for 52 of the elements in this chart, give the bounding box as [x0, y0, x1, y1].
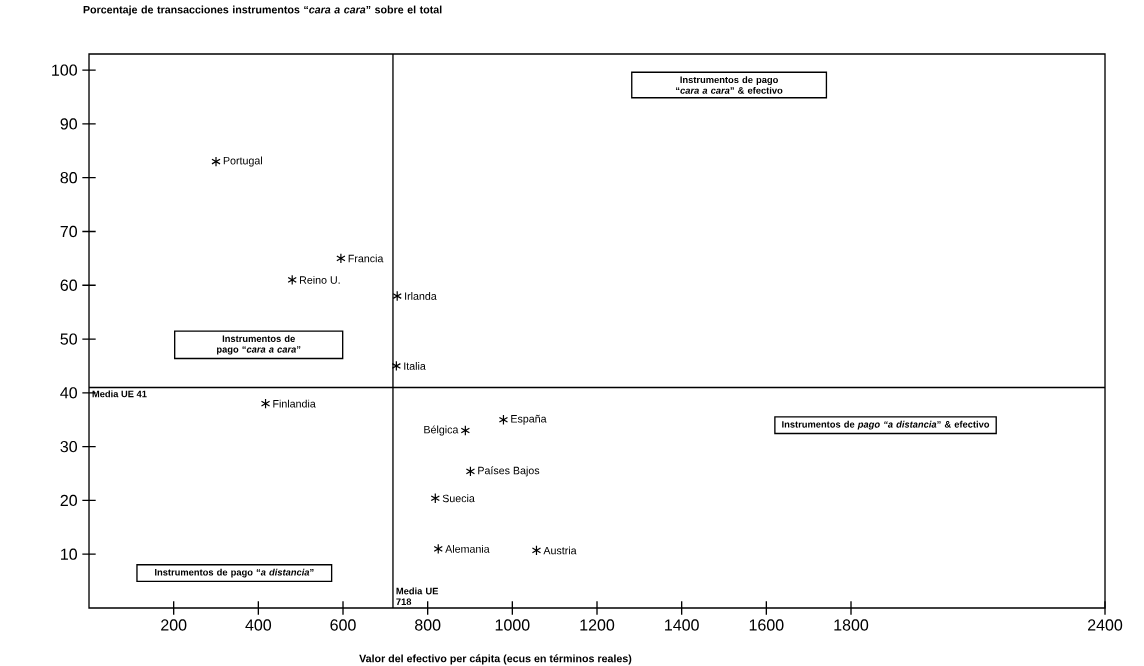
x-tick-label: 800 — [415, 619, 441, 631]
point — [433, 543, 443, 555]
y-tick-label: 10 — [61, 548, 78, 560]
y-tick-label: 80 — [60, 172, 78, 184]
point — [391, 360, 401, 372]
y-tick-label: 60 — [60, 279, 78, 291]
annotation: Finlandia — [273, 399, 316, 408]
x-tick-label: 2400 — [1088, 619, 1123, 631]
annotation: Instrumentos de pago “a distancia” — [155, 568, 314, 578]
y-tick-label: 30 — [60, 440, 78, 453]
annotation: Instrumentos de pago “cara a cara” — [217, 335, 301, 355]
ref-line-label: Media UE 718 — [396, 587, 439, 606]
y-tick-label: 40 — [60, 387, 78, 399]
x-tick-label: 1400 — [665, 619, 699, 631]
annotation: Portugal — [223, 156, 262, 167]
annotation: Alemania — [445, 544, 490, 553]
point — [460, 425, 470, 436]
point — [336, 253, 346, 264]
annotation: Francia — [348, 254, 384, 263]
annotation: Irlanda — [405, 292, 437, 300]
y-axis-title: Porcentaje de transacciones instrumentos “cara a cara” sobre el total — [83, 5, 442, 16]
annotation: Instrumentos de pago “cara a cara” & efectivo — [676, 76, 783, 94]
y-tick-label: 50 — [60, 333, 78, 345]
point — [531, 545, 542, 556]
x-tick-label: 1000 — [495, 619, 530, 631]
y-tick-label: 20 — [60, 494, 78, 507]
y-tick-label: 70 — [60, 225, 78, 238]
x-tick-label: 1800 — [834, 619, 869, 631]
x-tick-label: 1600 — [749, 619, 784, 631]
y-tick-label: 90 — [60, 118, 78, 130]
annotation: Suecia — [442, 494, 475, 503]
point — [287, 274, 297, 286]
x-axis-title: Valor del efectivo per cápita (ecus en términos reales) — [359, 654, 632, 665]
ref-line-label: Media UE 41 — [92, 390, 147, 398]
annotation: España — [511, 414, 547, 425]
x-tick-label: 600 — [330, 619, 356, 631]
point — [260, 398, 271, 409]
point — [211, 156, 221, 167]
annotation: Instrumentos de pago “a distancia” & efectivo — [782, 420, 990, 430]
annotation: Países Bajos — [478, 466, 540, 477]
point — [430, 493, 440, 504]
annotation: Austria — [543, 546, 577, 555]
annotation: Bélgica — [424, 425, 459, 436]
annotation: Italia — [404, 362, 426, 370]
y-tick-label: 100 — [52, 64, 78, 76]
point — [498, 414, 509, 425]
point — [465, 466, 476, 477]
x-tick-label: 200 — [161, 619, 187, 631]
x-tick-label: 400 — [245, 619, 272, 631]
x-tick-label: 1200 — [580, 619, 615, 631]
point — [392, 290, 402, 302]
annotation: Reino U. — [300, 275, 340, 284]
